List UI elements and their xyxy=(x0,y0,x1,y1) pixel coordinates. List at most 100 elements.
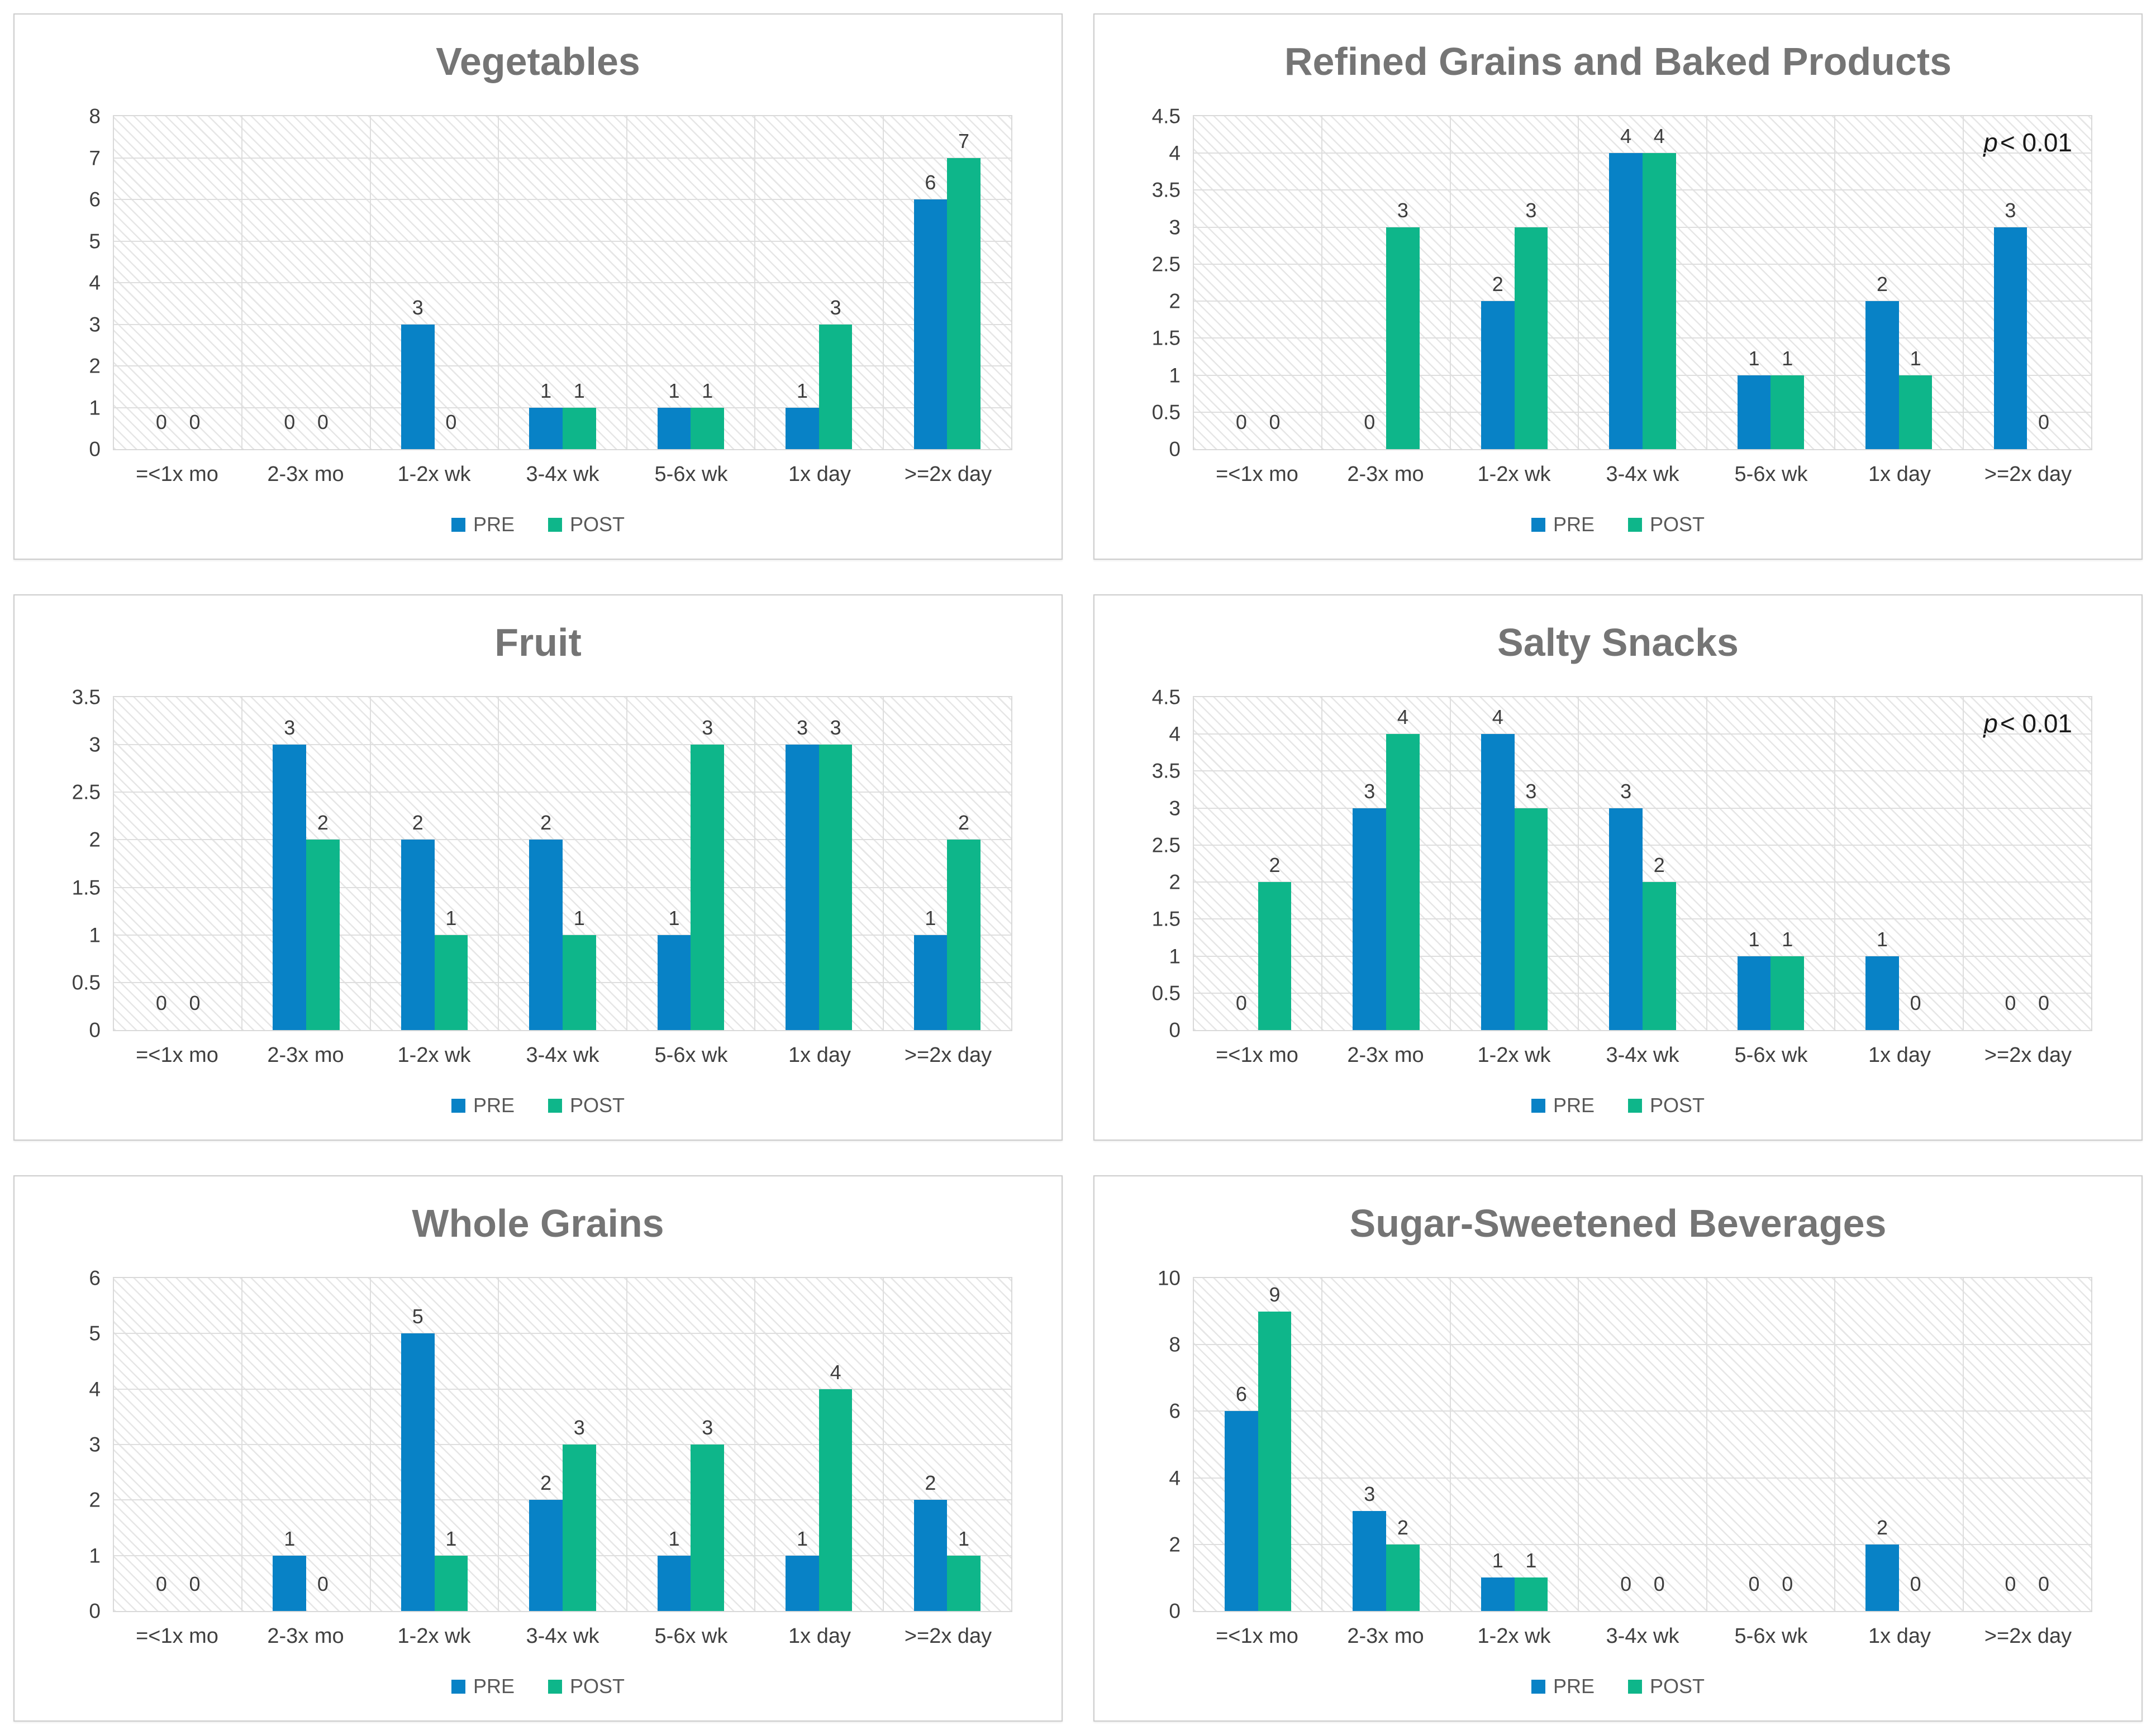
bar-column-post: 4 xyxy=(818,1278,853,1611)
y-tick-label: 0 xyxy=(1169,1018,1181,1042)
bar-column-post: 3 xyxy=(1514,116,1548,449)
v-gridline xyxy=(1962,116,1964,449)
legend-post-label: POST xyxy=(570,513,625,536)
bar-column-post: 4 xyxy=(1386,697,1420,1030)
bar-pre xyxy=(913,935,948,1030)
data-label: 0 xyxy=(1782,1572,1793,1595)
post-series-swatch-icon xyxy=(1628,1098,1642,1113)
y-tick-label: 0 xyxy=(89,1599,101,1623)
data-label: 1 xyxy=(796,379,808,402)
legend-item-post: POST xyxy=(1628,1676,1705,1696)
bar-column-pre: 0 xyxy=(1994,1278,2028,1611)
data-label: 1 xyxy=(1748,927,1760,951)
p-value-annotation: p< 0.01 xyxy=(1983,128,2072,157)
v-gridline xyxy=(626,1278,627,1611)
data-label: 4 xyxy=(1492,706,1503,729)
bar-column-pre: 0 xyxy=(273,116,306,449)
bar-column-pre: 3 xyxy=(1609,697,1643,1030)
bar-column-pre: 2 xyxy=(529,1278,563,1611)
v-gridline xyxy=(1834,1278,1836,1611)
x-category-label: 1x day xyxy=(788,1624,851,1648)
x-axis-labels: =<1x mo 2-3x mo 1-2x wk 3-4x wk 5-6x wk 1x da… xyxy=(1193,1624,2092,1648)
chart-panel: Refined Grains and Baked Products p< 0.0… xyxy=(1093,13,2143,560)
bar-post xyxy=(1258,882,1292,1030)
v-gridline xyxy=(1834,697,1836,1030)
data-label: 2 xyxy=(1492,273,1503,296)
legend-post-label: POST xyxy=(1650,1094,1705,1117)
x-category-label: 5-6x wk xyxy=(1734,1043,1808,1067)
bar-post xyxy=(562,407,596,449)
legend: PRE POST xyxy=(35,514,1041,535)
bar-pre xyxy=(401,1333,435,1611)
bar-post xyxy=(691,407,725,449)
bar-post xyxy=(947,840,981,1030)
legend-post-label: POST xyxy=(570,1094,625,1117)
chart-title: Salty Snacks xyxy=(1497,621,1739,664)
bar-post xyxy=(1386,734,1420,1030)
bar-pre xyxy=(1609,153,1643,449)
legend-pre-label: PRE xyxy=(473,513,515,536)
y-tick-label: 3.5 xyxy=(1151,759,1181,783)
bar-column-post: 0 xyxy=(2027,116,2060,449)
bar-column-post: 3 xyxy=(1514,697,1548,1030)
bar-column-post: 3 xyxy=(1386,116,1420,449)
data-label: 0 xyxy=(189,411,201,433)
chart-panel: Fruit 0 0.5 1 1.5 2 2.5 3 3.5 0 0 3 2 2 1 2 1 1 3 3 3 1 2 =<1… xyxy=(13,594,1063,1141)
bar-column-post: 0 xyxy=(435,116,468,449)
bar-column-post: 0 xyxy=(178,697,212,1030)
h-gridline xyxy=(1194,1410,2091,1412)
bar-column-post: 1 xyxy=(434,697,468,1030)
bar-column-post: 1 xyxy=(947,1278,981,1611)
plot-area: 0 0.5 1 1.5 2 2.5 3 3.5 0 0 3 2 2 1 2 1 1 3 3 3 1 2 xyxy=(72,687,1012,1041)
x-axis-labels: =<1x mo 2-3x mo 1-2x wk 3-4x wk 5-6x wk 1x da… xyxy=(113,463,1012,487)
y-tick-label: 2 xyxy=(89,828,101,851)
pre-series-swatch-icon xyxy=(1531,1679,1545,1694)
data-label: 0 xyxy=(2038,411,2050,433)
data-label: 0 xyxy=(189,1572,201,1595)
bar-pre xyxy=(913,1500,948,1611)
h-gridline xyxy=(114,886,1011,888)
x-category-label: 1-2x wk xyxy=(397,463,471,486)
bar-column-pre: 6 xyxy=(1225,1278,1258,1611)
bar-post xyxy=(434,935,468,1030)
y-tick-label: 5 xyxy=(89,1322,101,1345)
data-label: 1 xyxy=(284,1527,296,1550)
y-tick-label: 1 xyxy=(89,923,101,947)
bar-column-pre: 4 xyxy=(1609,116,1643,449)
bar-column-post: 4 xyxy=(1642,116,1676,449)
legend-item-pre: PRE xyxy=(451,1095,515,1116)
y-tick-label: 4 xyxy=(89,271,101,294)
data-label: 3 xyxy=(2005,198,2016,222)
bar-column-pre: 5 xyxy=(401,1278,435,1611)
data-label: 0 xyxy=(284,411,296,433)
y-tick-label: 1 xyxy=(1169,364,1181,387)
bar-post xyxy=(1386,227,1420,449)
x-category-label: 1-2x wk xyxy=(1477,463,1551,486)
bar-column-pre: 0 xyxy=(1225,116,1258,449)
x-category-label: 1-2x wk xyxy=(1477,1043,1551,1067)
bar-pre xyxy=(1481,301,1515,449)
bar-post xyxy=(562,935,596,1030)
h-gridline xyxy=(1194,881,2091,883)
bar-column-pre: 1 xyxy=(1865,697,1899,1030)
y-tick-label: 4 xyxy=(89,1377,101,1401)
bar-column-pre: 1 xyxy=(1737,116,1771,449)
data-label: 1 xyxy=(668,906,680,930)
bar-post xyxy=(1258,1311,1292,1611)
data-label: 3 xyxy=(1397,198,1408,222)
bar-post xyxy=(947,158,981,449)
y-tick-label: 4.5 xyxy=(1151,685,1181,709)
y-tick-label: 2 xyxy=(89,354,101,378)
data-label: 0 xyxy=(2005,992,2016,1014)
